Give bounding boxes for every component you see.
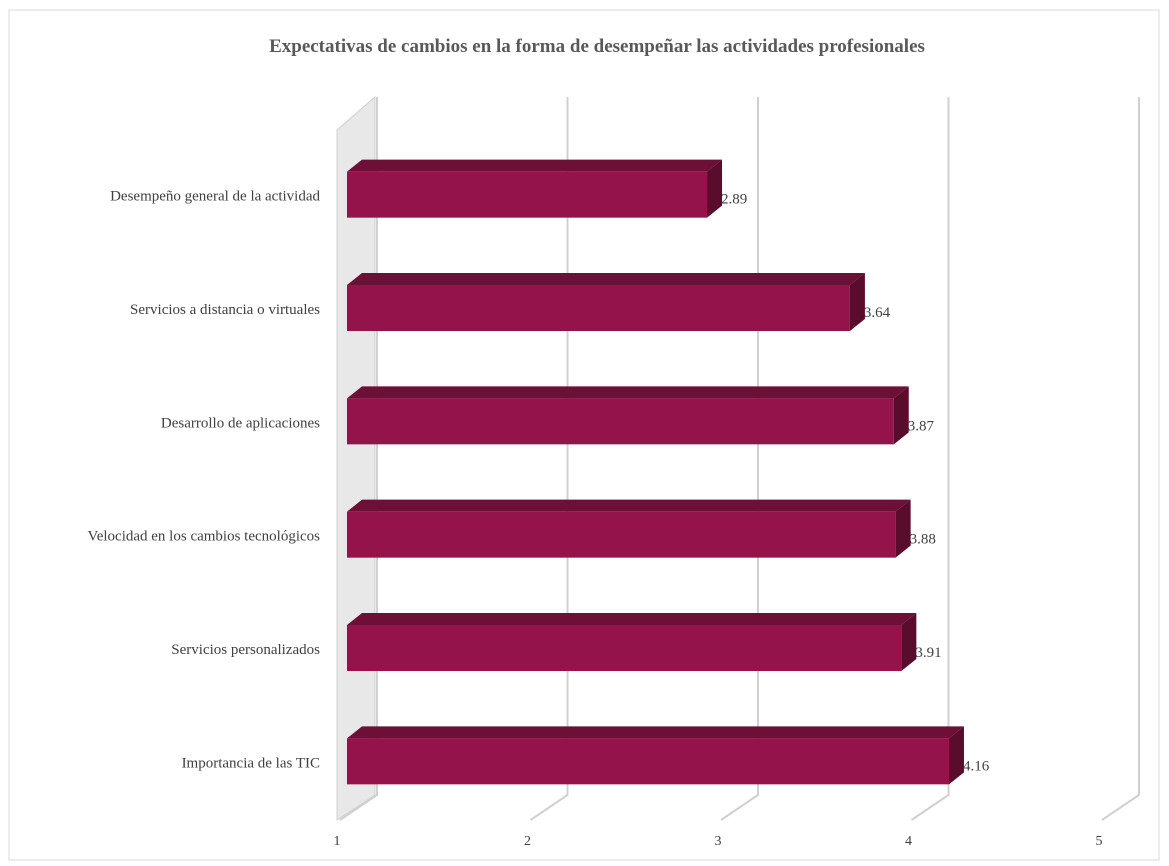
y-tick-label: Desempeño general de la actividad [110, 189, 320, 205]
bar [347, 738, 949, 785]
data-label: 3.64 [864, 305, 891, 321]
y-tick-label: Servicios a distancia o virtuales [130, 302, 320, 318]
data-label: 3.87 [908, 418, 935, 434]
data-label: 4.16 [963, 758, 990, 774]
bar [347, 171, 708, 218]
y-tick-label: Desarrollo de aplicaciones [161, 415, 320, 431]
bar-side [893, 386, 909, 445]
y-tick-label: Servicios personalizados [171, 642, 320, 658]
bar-top [347, 613, 917, 625]
grid-line [1101, 97, 1140, 821]
x-tick-label: 4 [905, 834, 912, 849]
bar-side [707, 159, 723, 218]
bar [347, 511, 896, 558]
bar-side [948, 726, 964, 785]
bar [347, 285, 850, 331]
bar [347, 398, 894, 445]
y-tick-label: Velocidad en los cambios tecnológicos [88, 529, 321, 545]
chart-title: Expectativas de cambios en la forma de d… [269, 36, 925, 57]
x-tick-label: 1 [334, 834, 341, 849]
x-tick-label: 2 [524, 834, 531, 849]
bar-side [849, 273, 865, 331]
x-tick-label: 5 [1096, 834, 1103, 849]
bar-top [347, 273, 865, 285]
bar-top [347, 159, 723, 172]
bar-top [347, 499, 911, 512]
bar-top [347, 726, 964, 739]
grid-line [910, 97, 950, 821]
data-label: 3.91 [915, 645, 941, 661]
y-tick-label: Importancia de las TIC [182, 755, 320, 771]
bar-side [901, 613, 917, 671]
bar-top [347, 386, 909, 399]
data-label: 3.88 [910, 532, 936, 548]
x-tick-label: 3 [715, 834, 722, 849]
bar-side [895, 499, 911, 558]
bar [347, 625, 902, 671]
data-label: 2.89 [721, 192, 747, 208]
